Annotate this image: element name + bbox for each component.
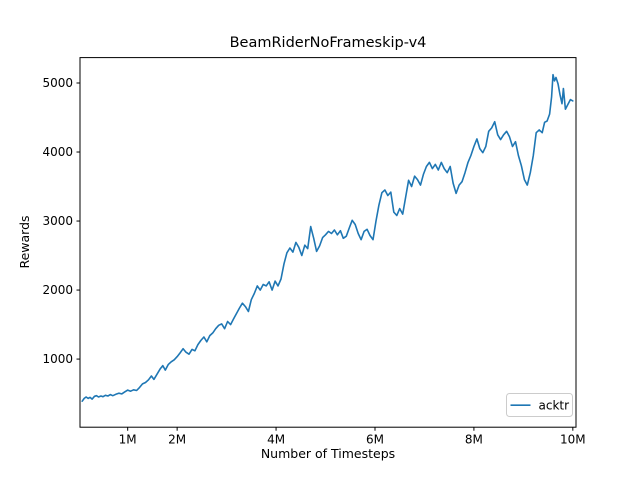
series-line-acktr <box>81 73 574 403</box>
y-axis-ticks: 1000 2000 3000 4000 5000 <box>42 76 80 366</box>
x-tick-label: 8M <box>465 433 483 447</box>
x-axis-ticks: 1M 2M 4M 6M 8M 10M <box>119 427 586 447</box>
x-tick-label: 2M <box>168 433 186 447</box>
legend-box <box>506 393 573 417</box>
x-tick-label: 1M <box>119 433 137 447</box>
x-tick-label: 4M <box>267 433 285 447</box>
y-axis-label: Rewards <box>17 215 32 268</box>
x-tick-label: 6M <box>366 433 384 447</box>
y-tick-label: 3000 <box>42 214 73 228</box>
chart-title: BeamRiderNoFrameskip-v4 <box>230 35 427 51</box>
x-axis-label: Number of Timesteps <box>261 446 395 461</box>
y-tick-label: 1000 <box>42 352 73 366</box>
y-tick-label: 2000 <box>42 283 73 297</box>
y-tick-label: 4000 <box>42 145 73 159</box>
y-tick-label: 5000 <box>42 76 73 90</box>
plot-area-spines <box>79 57 577 428</box>
x-tick-label: 10M <box>560 433 586 447</box>
legend-label: acktr <box>539 399 570 413</box>
legend: acktr <box>506 393 573 417</box>
